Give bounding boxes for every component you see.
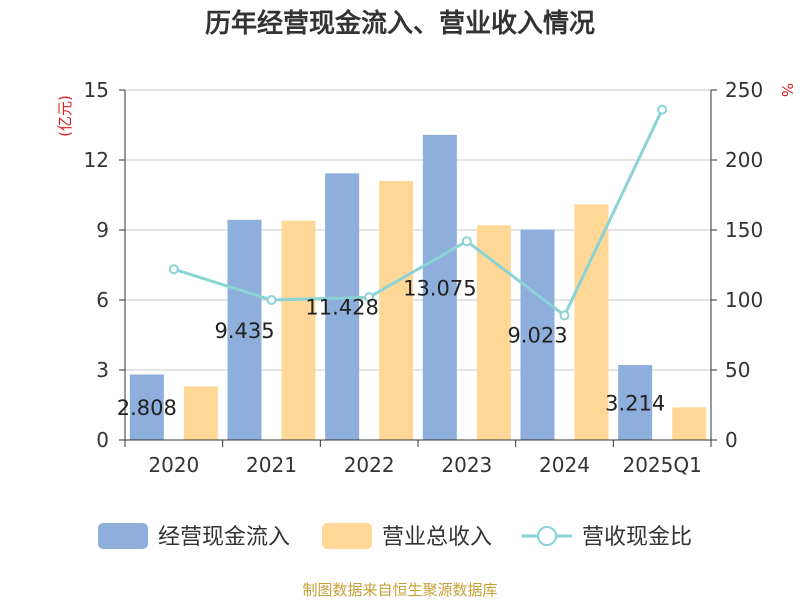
data-label: 2.808: [117, 396, 177, 420]
data-label: 13.075: [403, 276, 476, 300]
gridlines: [125, 89, 711, 371]
bar-cash-inflow: [422, 134, 457, 440]
y-right-tick-label: 250: [725, 78, 763, 102]
x-tick-label: 2023: [441, 453, 492, 477]
data-label: 11.428: [305, 296, 378, 320]
y-left-unit-label: (亿元): [56, 95, 74, 137]
bar-total-revenue: [672, 407, 707, 440]
bar-total-revenue: [281, 220, 316, 440]
line-revenue-cash-ratio: [173, 108, 664, 318]
bar-total-revenue: [183, 386, 218, 440]
bar-cash-inflow: [618, 365, 653, 440]
y-left-tick-label: 15: [84, 78, 109, 102]
x-tick-label: 2020: [148, 453, 199, 477]
y-right-tick-label: 150: [725, 218, 763, 242]
legend-label: 经营现金流入: [158, 525, 290, 550]
x-tick-label: 2022: [344, 453, 395, 477]
y-left-tick-label: 0: [96, 428, 109, 452]
data-labels: 2.808 9.435 11.428 13.075 9.023 3.214: [117, 276, 665, 420]
x-tick-label: 2021: [246, 453, 297, 477]
y-left-tick-label: 6: [96, 288, 109, 312]
y-left-tick-label: 3: [96, 358, 109, 382]
line-point: [266, 295, 277, 305]
data-label: 9.023: [507, 324, 567, 348]
bar-total-revenue: [379, 181, 414, 440]
line-point: [461, 236, 472, 247]
y-left-tick-label: 9: [96, 218, 109, 242]
bar-total-revenue: [574, 204, 609, 440]
y-right-tick-label: 50: [725, 358, 750, 382]
legend-swatch: [322, 523, 372, 549]
legend-marker: [537, 526, 557, 546]
line-point: [168, 264, 179, 275]
line-point: [364, 292, 375, 303]
line-point: [559, 310, 570, 321]
bar-cash-inflow: [227, 219, 262, 440]
legend-label: 营收现金比: [582, 525, 692, 550]
y-left-tick-label: 12: [84, 148, 109, 172]
y-right-tick-label: 100: [725, 288, 763, 312]
x-tick-label: 2025Q1: [622, 453, 701, 477]
y-right-unit-label: %: [778, 83, 796, 97]
source-note: 制图数据来自恒生聚源数据库: [302, 581, 497, 599]
bar-cash-inflow: [520, 229, 555, 440]
data-label: 3.214: [605, 392, 665, 416]
chart-title: 历年经营现金流入、营业收入情况: [205, 8, 595, 39]
bars: [129, 134, 707, 440]
data-label: 9.435: [214, 319, 274, 343]
legend-label: 营业总收入: [382, 525, 492, 550]
bar-cash-inflow: [325, 173, 360, 440]
legend: 经营现金流入 营业总收入 营收现金比: [98, 523, 692, 550]
bar-total-revenue: [476, 225, 511, 440]
line-point: [657, 104, 668, 115]
y-right-tick-label: 0: [725, 428, 738, 452]
bar-cash-inflow: [129, 374, 164, 440]
ratio-line: [168, 104, 668, 321]
legend-swatch: [98, 523, 148, 549]
x-tick-label: 2024: [539, 453, 590, 477]
y-right-tick-label: 200: [725, 148, 763, 172]
